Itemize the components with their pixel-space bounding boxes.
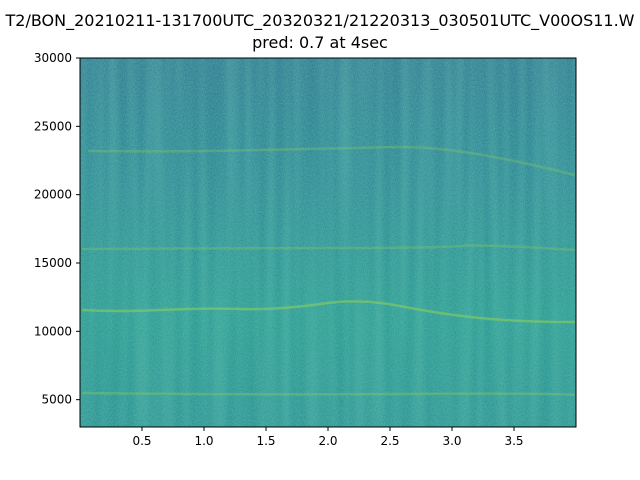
x-tick-label: 3.5	[504, 434, 523, 448]
y-tick-label: 10000	[34, 324, 72, 338]
chart-subtitle: pred: 0.7 at 4sec	[252, 33, 388, 52]
spectrogram-image	[80, 58, 576, 427]
y-tick-label: 5000	[41, 393, 72, 407]
x-tick-label: 2.5	[380, 434, 399, 448]
y-tick-label: 15000	[34, 256, 72, 270]
x-tick-label: 2.0	[318, 434, 337, 448]
chart-title: T2/BON_20210211-131700UTC_20320321/21220…	[5, 11, 635, 31]
x-tick-label: 1.5	[256, 434, 275, 448]
x-tick-label: 0.5	[132, 434, 151, 448]
y-tick-label: 30000	[34, 51, 72, 65]
y-tick-label: 25000	[34, 119, 72, 133]
x-tick-label: 3.0	[442, 434, 461, 448]
y-tick-label: 20000	[34, 188, 72, 202]
x-tick-label: 1.0	[194, 434, 213, 448]
